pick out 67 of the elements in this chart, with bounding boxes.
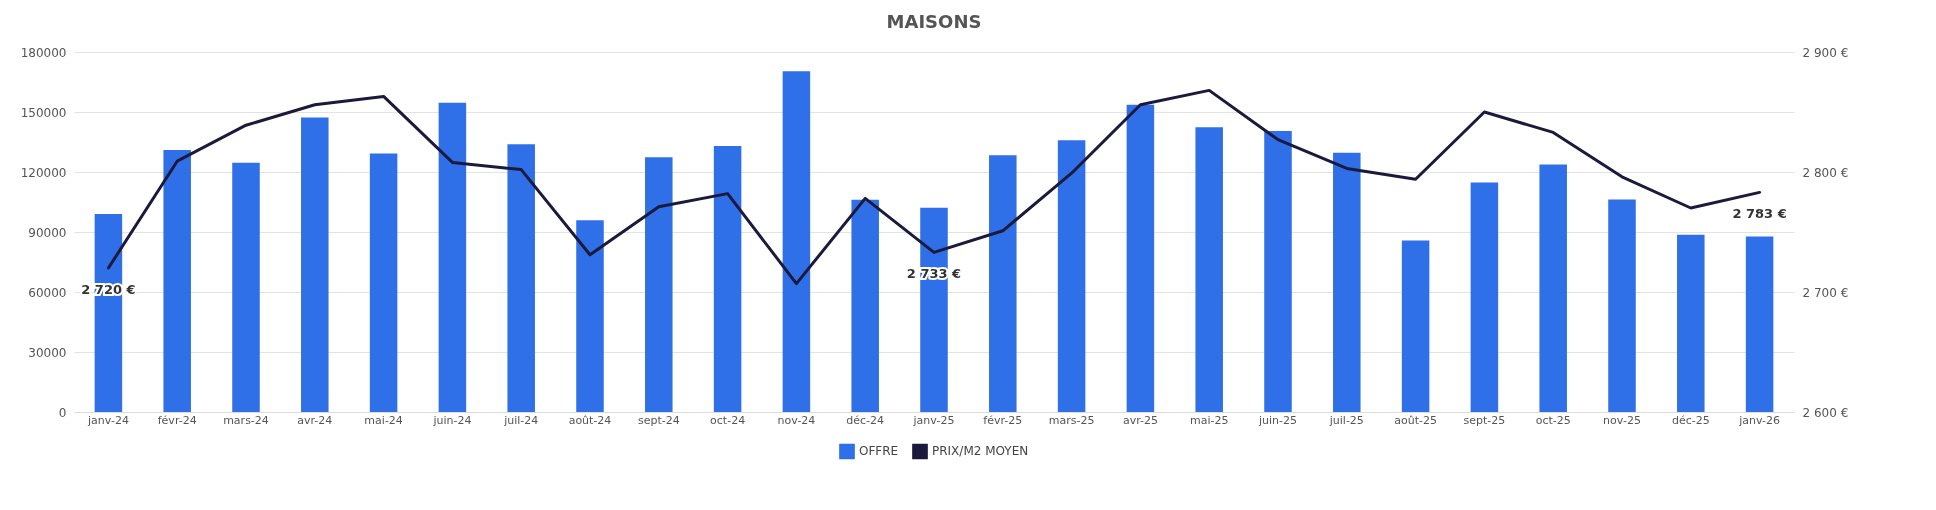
- data-label: 2 720 €: [81, 282, 136, 297]
- x-tick-label: nov-24: [777, 413, 816, 427]
- bar: [851, 199, 879, 412]
- bar: [507, 144, 535, 412]
- x-tick-label: mars-24: [223, 413, 269, 427]
- y-tick-label: 30000: [28, 345, 67, 360]
- bar: [438, 102, 467, 412]
- y2-tick-label: 2 700 €: [1802, 285, 1849, 300]
- y-tick-label: 180000: [20, 45, 67, 60]
- data-label: 2 733 €: [906, 266, 962, 282]
- x-tick-label: janv-26: [1738, 413, 1781, 427]
- bar: [1333, 152, 1361, 412]
- chart-title: MAISONS: [886, 11, 982, 32]
- data-label: 2 783 €: [1732, 206, 1787, 222]
- x-tick-label: août-25: [1394, 413, 1437, 427]
- x-tick-label: avr-24: [297, 413, 333, 427]
- bar: [301, 117, 329, 412]
- bar: [576, 220, 604, 412]
- x-tick-label: mars-25: [1048, 413, 1095, 427]
- bar: [1745, 236, 1774, 412]
- y-tick-label: 150000: [20, 105, 67, 120]
- bar: [1401, 240, 1430, 412]
- x-tick-label: janv-24: [86, 413, 129, 427]
- bar: [1126, 104, 1155, 412]
- y-tick-label: 90000: [28, 225, 67, 240]
- legend-label: OFFRE: [859, 444, 899, 459]
- y2-tick-label: 2 600 €: [1802, 405, 1849, 420]
- x-tick-label: mai-24: [364, 413, 403, 427]
- legend-label: PRIX/M2 MOYEN: [932, 444, 1029, 459]
- x-tick-label: juin-25: [1257, 413, 1298, 427]
- x-tick-label: déc-24: [846, 413, 885, 427]
- x-tick-label: nov-25: [1603, 413, 1641, 427]
- x-tick-label: févr-25: [983, 413, 1023, 427]
- bar: [1608, 199, 1636, 412]
- y2-tick-label: 2 900 €: [1802, 45, 1849, 60]
- bar: [1195, 127, 1223, 412]
- bar: [1057, 140, 1086, 412]
- x-tick-label: oct-25: [1535, 413, 1571, 427]
- bar: [1539, 164, 1567, 412]
- bar: [713, 146, 742, 412]
- y2-tick-label: 2 800 €: [1802, 165, 1849, 180]
- x-tick-label: oct-24: [710, 413, 746, 427]
- bar: [1264, 131, 1292, 412]
- bar: [94, 214, 123, 412]
- bar: [163, 150, 191, 412]
- x-tick-label: sept-25: [1463, 413, 1506, 427]
- x-tick-label: août-24: [568, 413, 612, 427]
- x-tick-label: juin-24: [432, 413, 472, 427]
- y-tick-label: 120000: [20, 165, 67, 180]
- y-tick-label: 60000: [28, 285, 67, 300]
- x-tick-label: juil-24: [503, 413, 539, 427]
- bar: [920, 207, 948, 412]
- x-tick-label: janv-25: [912, 413, 955, 427]
- bar: [232, 162, 260, 412]
- x-tick-label: avr-25: [1122, 413, 1158, 427]
- x-tick-label: juil-25: [1328, 413, 1364, 427]
- bar: [369, 153, 398, 412]
- bar: [1677, 234, 1705, 412]
- bar: [1470, 182, 1499, 412]
- x-tick-label: déc-25: [1671, 413, 1710, 427]
- x-tick-label: sept-24: [637, 413, 680, 427]
- bar: [989, 155, 1017, 412]
- x-tick-label: févr-24: [157, 413, 197, 427]
- bar: [782, 71, 811, 412]
- bar: [645, 157, 673, 412]
- y-tick-label: 0: [58, 405, 67, 420]
- x-tick-label: mai-25: [1189, 413, 1229, 427]
